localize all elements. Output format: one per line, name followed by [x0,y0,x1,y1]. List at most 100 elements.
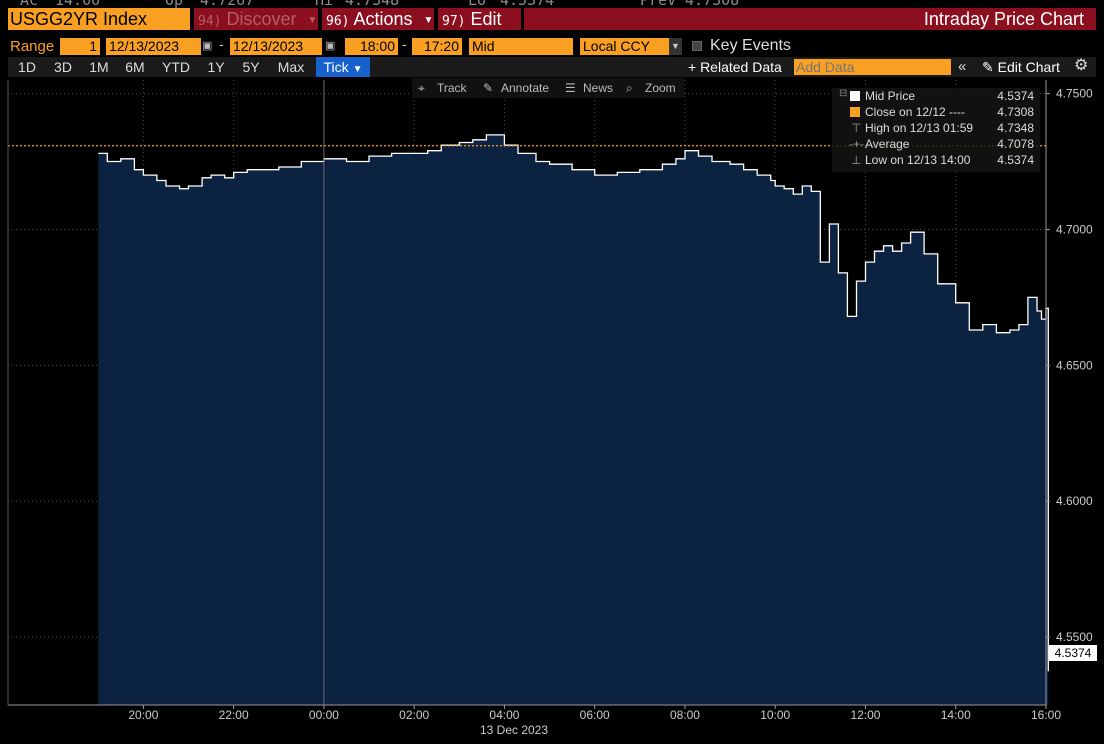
x-tick-label: 10:00 [760,708,790,722]
key-events-checkbox[interactable] [692,41,702,51]
pencil-icon: ✎ [982,59,994,75]
calendar-icon[interactable]: ▣ [202,40,213,52]
discover-button[interactable]: 94) Discover ▼ [194,8,318,30]
x-tick-label: 00:00 [309,708,339,722]
track-tool-label: Track [437,81,468,95]
timeframe-1y[interactable]: 1Y [207,59,225,75]
edit-label: Edit [470,9,502,29]
range-value-input[interactable]: 1 [60,38,100,55]
close-swatch [850,107,860,117]
legend-average-value: 4.7078 [997,137,1034,151]
actions-button[interactable]: 96) Actions ▼ [322,8,434,30]
currency-select[interactable]: Local CCY [580,38,669,55]
x-tick-label: 22:00 [219,708,249,722]
collapse-legend-icon[interactable]: ⊟ [839,88,848,99]
chart-tools: ⌖ Track ✎ Annotate ☰ News ⌕ Zoom [412,78,684,98]
x-tick-label: 08:00 [670,708,700,722]
edit-chart-label: Edit Chart [997,59,1060,75]
quote-label-lo: Lo [468,0,486,8]
end-date-input[interactable]: 12/13/2023 [230,38,322,55]
timeframe-3d[interactable]: 3D [54,59,72,75]
price-area [98,134,1049,705]
intraday-price-chart[interactable]: 4.7500 4.7000 4.6500 4.6000 4.5500 20:00 22:0… [0,78,1104,744]
quote-value-hi: 4.7348 [345,0,399,8]
crosshair-icon: ⌖ [418,81,425,95]
quote-value-op: 4.7267 [200,0,254,8]
x-tick-label: 04:00 [489,708,519,722]
chart-legend: ⊟ Mid Price 4.5374 Close on 12/12 ---- 4… [832,88,1040,172]
chevron-down-icon: ▼ [352,64,363,75]
average-marker-icon: -+- [849,137,864,151]
last-value-text: 4.5374 [1055,646,1092,660]
quote-label-prev: Prev [640,0,676,8]
gear-icon[interactable]: ⚙ [1074,57,1089,74]
chevron-down-icon: ▼ [307,15,318,26]
start-time-input[interactable]: 18:00 [345,38,398,55]
mid-price-swatch [850,91,860,101]
quote-value-ac: 14:00 [55,0,100,8]
field-select[interactable]: Mid [469,38,573,55]
timeframe-tick[interactable]: Tick ▼ [316,57,370,77]
timeframe-6m[interactable]: 6M [125,59,145,75]
y-axis-ticks: 4.7500 4.7000 4.6500 4.6000 4.5500 [1046,87,1093,644]
x-tick-label: 06:00 [580,708,610,722]
legend-high-value: 4.7348 [997,121,1034,135]
top-quote-row: Ac 14:00 Op 4.7267 Hi 4.7348 Lo 4.5374 P… [0,0,1104,8]
zoom-tool[interactable]: ⌕ Zoom [626,81,676,95]
page-title: Intraday Price Chart [524,8,1096,30]
y-tick-label: 4.7500 [1056,87,1093,101]
timeframe-5y[interactable]: 5Y [242,59,260,75]
x-axis-ticks: 20:00 22:00 00:00 02:00 04:00 06:00 08:00 10:00… [128,705,1061,722]
legend-close-value: 4.7308 [997,105,1034,119]
quote-label-ac: Ac [20,0,38,8]
quote-label-op: Op [165,0,183,8]
actions-number: 96) [326,14,350,29]
related-data-button[interactable]: + Related Data [688,59,782,75]
collapse-icon[interactable]: « [958,58,967,75]
add-data-input[interactable] [794,59,951,75]
edit-chart-button[interactable]: ✎ Edit Chart [982,57,1060,77]
actions-label: Actions [353,9,413,29]
legend-mid-price-label: Mid Price [865,89,916,103]
range-separator: - [219,36,224,52]
last-value-tag: 4.5374 [1049,645,1097,661]
low-marker-icon: ⊥ [851,153,862,167]
legend-low-label: Low on 12/13 14:00 [865,153,971,167]
legend-mid-price-value: 4.5374 [997,89,1034,103]
discover-label: Discover [226,9,297,29]
pencil-icon: ✎ [483,81,493,95]
edit-button[interactable]: 97) Edit ▼ [438,8,521,51]
end-time-input[interactable]: 17:20 [412,38,462,55]
ticker-field[interactable]: USGG2YR Index [8,8,190,30]
timeframe-max[interactable]: Max [277,59,305,75]
legend-close-label: Close on 12/12 ---- [865,105,966,119]
timeframe-1m[interactable]: 1M [89,59,109,75]
time-separator: - [402,36,407,52]
timeframe-ytd[interactable]: YTD [162,59,190,75]
chevron-down-icon: ▼ [423,15,434,26]
annotate-tool[interactable]: ✎ Annotate [483,81,549,95]
x-tick-label: 16:00 [1031,708,1061,722]
news-tool[interactable]: ☰ News [565,81,613,95]
legend-average-label: Average [865,137,910,151]
legend-low-value: 4.5374 [997,153,1034,167]
quote-value-prev: 4.7308 [685,0,739,8]
magnifier-icon: ⌕ [626,81,633,95]
price-line [98,134,1049,672]
start-date-input[interactable]: 12/13/2023 [106,38,201,55]
timeframe-tick-label: Tick [323,59,349,75]
high-marker-icon: ⊤ [851,121,862,135]
zoom-tool-label: Zoom [645,81,676,95]
x-axis-label: 13 Dec 2023 [480,723,548,737]
timeframe-1d[interactable]: 1D [18,59,36,75]
y-tick-label: 4.6500 [1056,358,1093,372]
news-icon: ☰ [565,81,576,95]
quote-value-lo: 4.5374 [500,0,554,8]
calendar-icon[interactable]: ▣ [325,40,336,52]
track-tool[interactable]: ⌖ Track [418,81,468,95]
x-tick-label: 12:00 [850,708,880,722]
x-tick-label: 02:00 [399,708,429,722]
edit-number: 97) [442,14,466,29]
chevron-down-icon[interactable]: ▼ [669,38,682,55]
quote-label-hi: Hi [315,0,333,8]
